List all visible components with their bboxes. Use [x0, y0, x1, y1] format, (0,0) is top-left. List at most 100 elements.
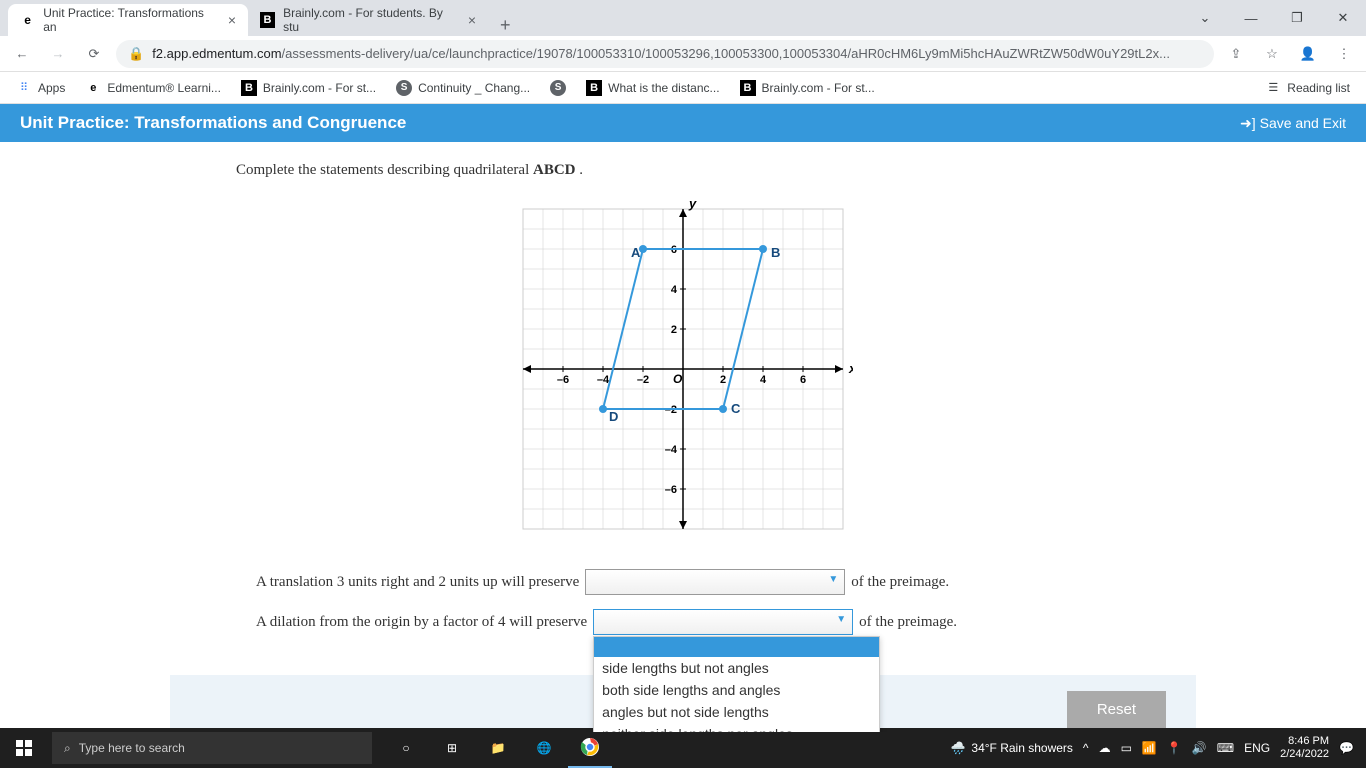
- bookmark-label: Brainly.com - For st...: [263, 81, 376, 95]
- edge-icon[interactable]: 🌐: [522, 728, 566, 768]
- browser-tab-strip: e Unit Practice: Transformations an × B …: [0, 0, 1366, 36]
- location-icon[interactable]: 📍: [1167, 741, 1182, 755]
- statement-text: A translation 3 units right and 2 units …: [256, 574, 579, 591]
- task-icons: ○ ⊞ 📁 🌐: [384, 728, 612, 768]
- close-icon[interactable]: ×: [468, 12, 476, 28]
- taskbar-search[interactable]: ⌕ Type here to search: [52, 732, 372, 764]
- brainly-icon: B: [241, 80, 257, 96]
- svg-text:D: D: [609, 409, 618, 424]
- battery-icon[interactable]: ▭: [1121, 741, 1132, 755]
- cortana-icon[interactable]: ○: [384, 728, 428, 768]
- url-input[interactable]: 🔒 f2.app.edmentum.com/assessments-delive…: [116, 40, 1214, 68]
- brainly-icon: B: [740, 80, 756, 96]
- tray-chevron-icon[interactable]: ^: [1083, 741, 1089, 755]
- svg-text:B: B: [771, 245, 780, 260]
- star-icon[interactable]: ☆: [1258, 40, 1286, 68]
- svg-text:2: 2: [671, 324, 677, 336]
- svg-text:y: y: [688, 199, 697, 211]
- edmentum-icon: e: [85, 80, 101, 96]
- bookmark-label: Brainly.com - For st...: [762, 81, 875, 95]
- maximize-button[interactable]: ❐: [1274, 0, 1320, 36]
- forward-button[interactable]: →: [44, 40, 72, 68]
- svg-text:–6: –6: [665, 484, 677, 496]
- dropdown-blank-option[interactable]: [594, 637, 879, 657]
- dropdown-option[interactable]: both side lengths and angles: [594, 679, 879, 701]
- weather-text: 34°F Rain showers: [971, 741, 1073, 755]
- dropdown-2[interactable]: ▼ side lengths but not angles both side …: [593, 609, 853, 635]
- time-text: 8:46 PM: [1280, 735, 1329, 748]
- dropdown-arrow-icon: ▼: [828, 574, 838, 585]
- tab-title: Brainly.com - For students. By stu: [283, 6, 452, 34]
- exit-icon: ➜]: [1240, 115, 1256, 132]
- svg-text:–4: –4: [665, 444, 678, 456]
- wifi-icon[interactable]: 📶: [1142, 741, 1157, 755]
- statements-block: A translation 3 units right and 2 units …: [256, 569, 1366, 635]
- svg-text:x: x: [848, 361, 853, 376]
- clock[interactable]: 8:46 PM 2/24/2022: [1280, 735, 1329, 761]
- bookmark-item[interactable]: e Edmentum® Learni...: [77, 76, 229, 100]
- svg-text:–4: –4: [597, 374, 610, 386]
- statement-text: of the preimage.: [851, 574, 949, 591]
- save-exit-button[interactable]: ➜] Save and Exit: [1240, 115, 1346, 132]
- statement-2: A dilation from the origin by a factor o…: [256, 609, 1366, 635]
- page-header: Unit Practice: Transformations and Congr…: [0, 104, 1366, 142]
- statement-1: A translation 3 units right and 2 units …: [256, 569, 1366, 595]
- file-explorer-icon[interactable]: 📁: [476, 728, 520, 768]
- bookmark-item[interactable]: B What is the distanc...: [578, 76, 727, 100]
- notifications-icon[interactable]: 💬: [1339, 741, 1354, 755]
- bookmarks-bar: ⠿ Apps e Edmentum® Learni... B Brainly.c…: [0, 72, 1366, 104]
- content-scroll-area[interactable]: Complete the statements describing quadr…: [0, 142, 1366, 732]
- apps-bookmark[interactable]: ⠿ Apps: [8, 76, 73, 100]
- browser-tab-active[interactable]: e Unit Practice: Transformations an ×: [8, 4, 248, 36]
- dropdown-option[interactable]: neither side lengths nor angles: [594, 723, 879, 732]
- bookmark-item[interactable]: B Brainly.com - For st...: [732, 76, 883, 100]
- volume-icon[interactable]: 🔊: [1192, 741, 1207, 755]
- list-icon: ☰: [1265, 80, 1281, 96]
- bookmark-item[interactable]: S Continuity _ Chang...: [388, 76, 538, 100]
- back-button[interactable]: ←: [8, 40, 36, 68]
- onedrive-icon[interactable]: ☁: [1099, 741, 1111, 755]
- window-controls: ⌄ — ❐ ✕: [1182, 0, 1366, 36]
- svg-text:6: 6: [800, 374, 806, 386]
- language-indicator[interactable]: ENG: [1244, 741, 1270, 755]
- close-window-button[interactable]: ✕: [1320, 0, 1366, 36]
- dropdown-menu: side lengths but not angles both side le…: [593, 636, 880, 732]
- weather-widget[interactable]: 🌧️ 34°F Rain showers: [950, 741, 1072, 755]
- weather-icon: 🌧️: [950, 741, 965, 755]
- edmentum-favicon: e: [20, 12, 35, 28]
- minimize-button[interactable]: —: [1228, 0, 1274, 36]
- svg-text:A: A: [631, 245, 641, 260]
- bookmark-item[interactable]: S: [542, 76, 574, 100]
- new-tab-button[interactable]: +: [488, 15, 523, 36]
- dropdown-arrow-icon: ▼: [836, 614, 846, 625]
- dropdown-option[interactable]: side lengths but not angles: [594, 657, 879, 679]
- bookmark-item[interactable]: B Brainly.com - For st...: [233, 76, 384, 100]
- reload-button[interactable]: ⟳: [80, 40, 108, 68]
- url-text: f2.app.edmentum.com/assessments-delivery…: [152, 46, 1170, 61]
- site-icon: S: [396, 80, 412, 96]
- lock-icon: 🔒: [128, 46, 144, 62]
- bookmark-label: Continuity _ Chang...: [418, 81, 530, 95]
- instruction-text: Complete the statements describing quadr…: [236, 162, 1366, 179]
- profile-icon[interactable]: 👤: [1294, 40, 1322, 68]
- bookmark-label: Apps: [38, 81, 65, 95]
- svg-text:4: 4: [760, 374, 767, 386]
- browser-tab-inactive[interactable]: B Brainly.com - For students. By stu ×: [248, 4, 488, 36]
- svg-text:2: 2: [720, 374, 726, 386]
- dropdown-1[interactable]: ▼: [585, 569, 845, 595]
- close-icon[interactable]: ×: [228, 12, 236, 28]
- chevron-down-icon[interactable]: ⌄: [1182, 0, 1228, 36]
- start-button[interactable]: [0, 728, 48, 768]
- tab-title: Unit Practice: Transformations an: [43, 6, 212, 34]
- date-text: 2/24/2022: [1280, 748, 1329, 761]
- reset-button[interactable]: Reset: [1067, 691, 1166, 728]
- dropdown-option[interactable]: angles but not side lengths: [594, 701, 879, 723]
- share-icon[interactable]: ⇪: [1222, 40, 1250, 68]
- keyboard-icon[interactable]: ⌨: [1217, 741, 1234, 755]
- chrome-icon[interactable]: [568, 728, 612, 768]
- reading-list-button[interactable]: ☰ Reading list: [1257, 76, 1358, 100]
- task-view-icon[interactable]: ⊞: [430, 728, 474, 768]
- address-bar: ← → ⟳ 🔒 f2.app.edmentum.com/assessments-…: [0, 36, 1366, 72]
- statement-text: of the preimage.: [859, 614, 957, 631]
- menu-icon[interactable]: ⋮: [1330, 40, 1358, 68]
